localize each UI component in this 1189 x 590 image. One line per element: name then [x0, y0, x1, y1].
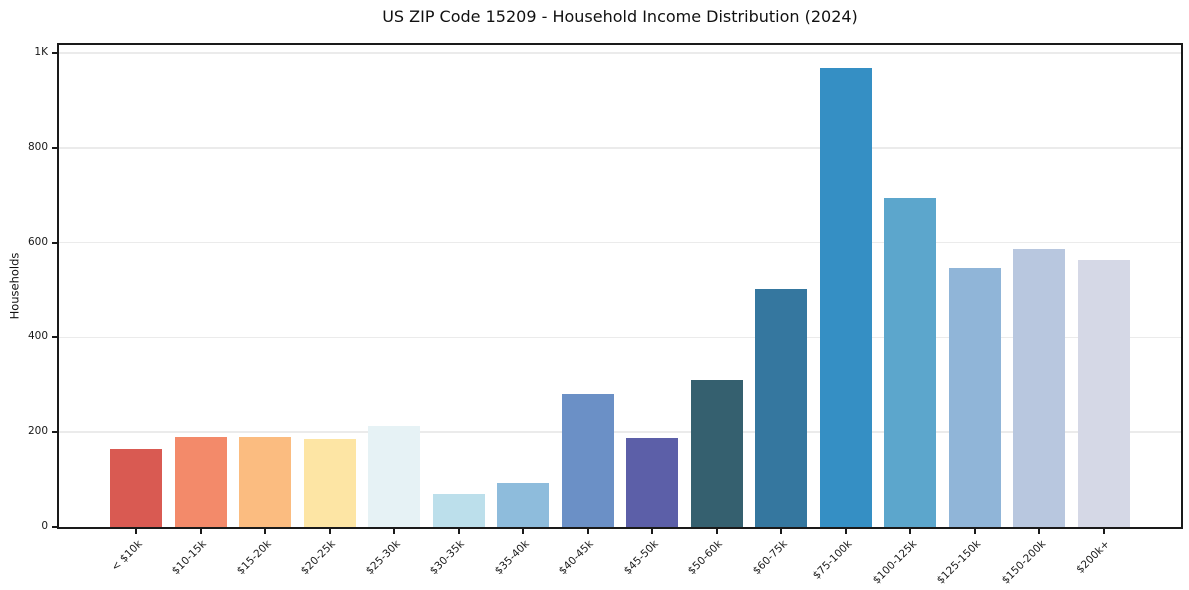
y-tick-label: 600: [27, 235, 48, 248]
x-tick-label: $15-20k: [234, 538, 274, 578]
axis-spine-right: [1181, 43, 1183, 529]
x-tick-label: < $10k: [109, 538, 145, 574]
x-tick-mark: [973, 529, 976, 534]
y-tick-label: 0: [41, 520, 48, 532]
bar--30-35k: [432, 493, 485, 527]
x-tick-label: $30-35k: [428, 538, 468, 578]
bar--10-15k: [174, 437, 227, 527]
bar--45-50k: [626, 437, 679, 527]
x-tick-label: $35-40k: [492, 538, 532, 578]
x-tick-mark: [780, 529, 783, 534]
bar--100-125k: [884, 197, 937, 527]
x-tick-label: $75-100k: [810, 538, 855, 582]
plot-area: 0 200 400 600 800 1K < $10k $10-15k $15-20k $20-2…: [28, 43, 1183, 587]
x-tick-label: $25-30k: [363, 538, 403, 578]
y-tick-label: 400: [27, 330, 48, 343]
y-tick-mark: [52, 526, 57, 528]
x-tick-mark: [586, 529, 589, 534]
x-tick-mark: [522, 529, 525, 534]
x-tick-mark: [135, 529, 138, 534]
y-tick-mark: [52, 146, 57, 149]
y-tick-label: 800: [27, 140, 48, 153]
gridline-y-400: [59, 336, 1181, 339]
x-tick-mark: [264, 529, 267, 534]
bar--20-25k: [303, 438, 356, 527]
x-tick-mark: [715, 529, 718, 534]
axis-spine-left: [57, 43, 59, 529]
x-tick-mark: [651, 529, 654, 534]
x-tick-mark: [844, 529, 847, 534]
bar--150-200k: [1013, 249, 1066, 527]
x-tick-label: $100-125k: [870, 538, 919, 587]
x-tick-mark: [457, 529, 460, 534]
bar--40-45k: [561, 393, 614, 527]
y-axis-label-container: Households: [0, 45, 28, 527]
bar--25-30k: [368, 426, 421, 527]
x-tick-mark: [328, 529, 331, 534]
x-tick-mark: [393, 529, 396, 534]
y-tick-mark: [52, 431, 57, 434]
y-tick-label: 200: [27, 425, 48, 438]
bar--35-40k: [497, 483, 550, 527]
gridline-y-800: [59, 147, 1181, 149]
axis-spine-bottom: [57, 527, 1183, 529]
gridline-y-200: [59, 431, 1181, 433]
bar--60-75k: [755, 288, 808, 527]
x-tick-label: $50-60k: [686, 538, 726, 578]
bar--15-20k: [239, 437, 292, 527]
x-tick-mark: [1102, 529, 1105, 534]
y-tick-mark: [52, 241, 57, 244]
x-tick-label: $10-15k: [170, 538, 210, 578]
x-tick-label: $40-45k: [557, 538, 597, 578]
x-tick-label: $200k+: [1074, 538, 1113, 576]
bar--200k-: [1077, 259, 1130, 527]
gridline-y-1K: [59, 52, 1181, 54]
x-tick-label: $150-200k: [999, 538, 1048, 587]
axis-spine-top: [57, 43, 1183, 45]
bar--50-60k: [690, 380, 743, 527]
bar--10k: [110, 448, 163, 527]
x-tick-label: $60-75k: [750, 538, 790, 578]
x-tick-mark: [1038, 529, 1041, 534]
y-tick-mark: [52, 52, 57, 55]
x-tick-label: $45-50k: [621, 538, 661, 578]
x-tick-label: $20-25k: [299, 538, 339, 578]
gridline-y-600: [59, 241, 1181, 244]
x-tick-mark: [909, 529, 912, 534]
y-tick-label: 1K: [34, 46, 48, 59]
x-tick-label: $125-150k: [934, 538, 984, 587]
x-tick-mark: [199, 529, 202, 534]
y-axis-label: Households: [7, 252, 22, 320]
bar--75-100k: [819, 68, 872, 527]
y-tick-mark: [52, 336, 57, 339]
bar--125-150k: [948, 268, 1001, 527]
chart-title: US ZIP Code 15209 - Household Income Dis…: [382, 7, 858, 26]
